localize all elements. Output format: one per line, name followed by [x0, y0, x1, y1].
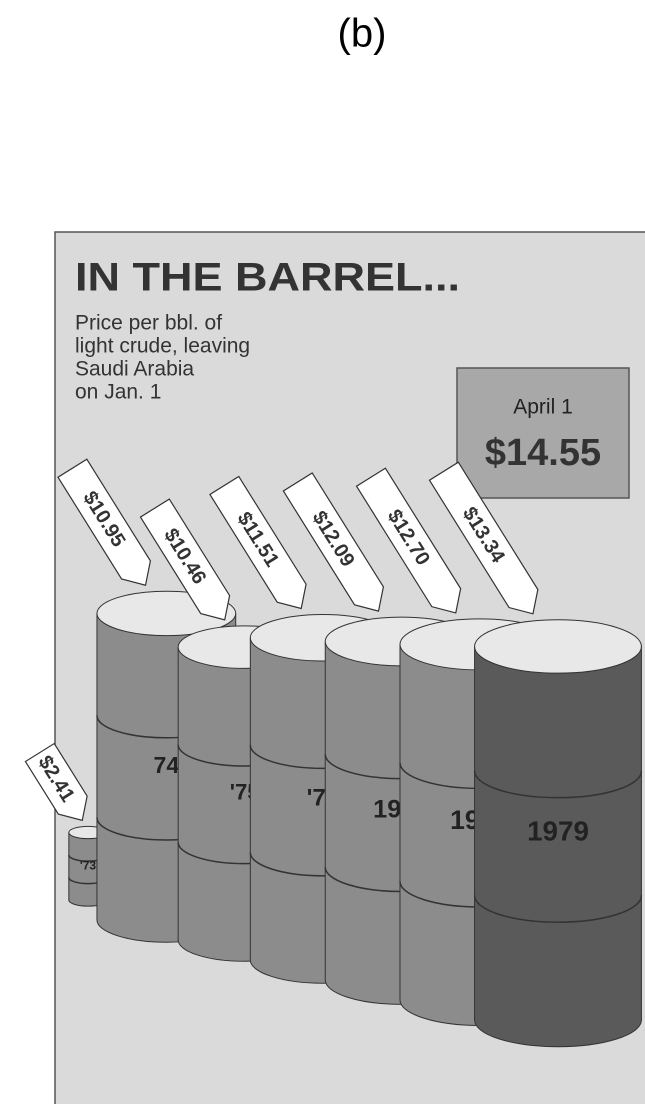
subtitle-line: Price per bbl. of [75, 312, 222, 335]
x-tick-label: '73 [80, 858, 97, 872]
barrel-hoop [473, 770, 643, 799]
tag-shape [24, 742, 88, 822]
tag-shape [209, 475, 307, 610]
subtitle-line: Saudi Arabia [75, 358, 194, 381]
annotation-label: April 1 [513, 396, 573, 419]
barrel-hoop [473, 895, 643, 923]
tag-shape [355, 467, 462, 614]
tag-shape [57, 458, 152, 586]
x-tick-label: 1979 [527, 816, 589, 847]
tag-shape [139, 498, 231, 621]
barrel-top [474, 619, 642, 674]
barrel: 1979 [473, 619, 643, 1048]
figure-label: (b) [338, 12, 387, 56]
x-tick-label: 74 [153, 752, 179, 778]
plot: '73$2.4174$10.95'75$10.46'76$11.511977$1… [24, 458, 643, 1048]
annotation-value: $14.55 [485, 432, 601, 474]
chart-title: IN THE BARREL... [75, 256, 460, 300]
tag-shape [282, 472, 385, 612]
subtitle-line: on Jan. 1 [75, 381, 161, 404]
subtitle-line: light crude, leaving [75, 335, 250, 358]
annotation-box [456, 367, 630, 499]
barrel-body [474, 646, 642, 1020]
tag-shape [428, 461, 539, 615]
